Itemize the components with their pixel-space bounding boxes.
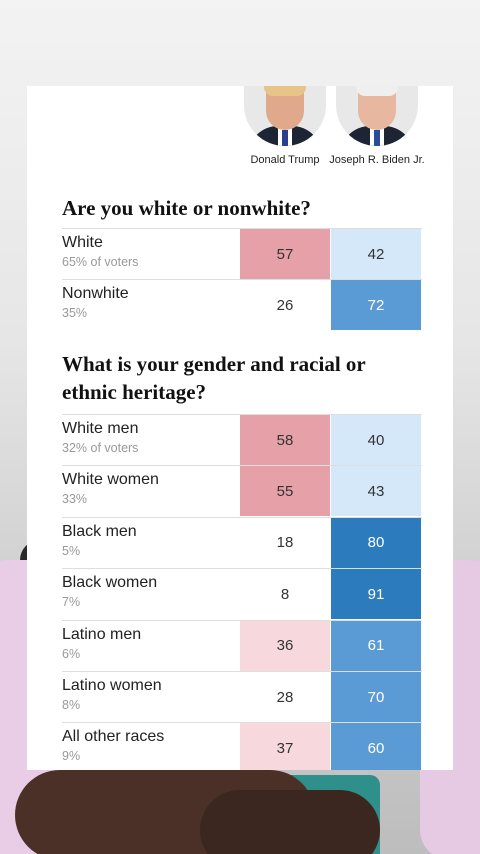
row-share: 7% xyxy=(62,595,81,610)
table-row: Latino men 6% 36 61 xyxy=(62,619,422,672)
biden-photo xyxy=(336,86,418,146)
biden-value-cell: 42 xyxy=(331,229,421,279)
row-share: 9% xyxy=(62,749,81,764)
question-heading: What is your gender and racial or ethnic… xyxy=(62,352,366,404)
row-share: 5% xyxy=(62,543,81,558)
candidate-trump: Donald Trump xyxy=(230,86,340,166)
biden-value-cell: 61 xyxy=(331,620,421,671)
row-label: Black women xyxy=(62,574,158,592)
biden-value-cell: 80 xyxy=(331,517,421,568)
trump-value-cell: 57 xyxy=(240,229,330,279)
table-row: Latino women 8% 28 70 xyxy=(62,671,422,723)
row-label: White men xyxy=(62,420,139,437)
biden-value-cell: 70 xyxy=(331,672,421,722)
row-label: Latino women xyxy=(62,677,162,694)
biden-value-cell: 91 xyxy=(331,569,421,620)
biden-value-cell: 72 xyxy=(331,280,421,331)
trump-value-cell: 37 xyxy=(240,723,330,770)
trump-value-cell: 18 xyxy=(240,517,330,568)
candidate-name-biden: Joseph R. Biden Jr. xyxy=(329,154,425,166)
biden-value-cell: 43 xyxy=(331,466,421,517)
trump-value-cell: 28 xyxy=(240,672,330,722)
trump-photo xyxy=(244,86,326,146)
trump-value-cell: 58 xyxy=(240,415,330,465)
candidate-name-trump: Donald Trump xyxy=(250,154,320,166)
row-share: 8% xyxy=(62,698,81,712)
exit-poll-card: Donald Trump Joseph R. Biden Jr. Are you… xyxy=(27,86,453,770)
table-row: All other races 9% 37 60 xyxy=(62,722,422,770)
table-row: Black women 7% 8 91 xyxy=(62,568,422,620)
row-share: 6% xyxy=(62,646,81,661)
biden-value-cell: 40 xyxy=(331,415,421,465)
row-share: 33% xyxy=(62,492,88,507)
biden-value-cell: 60 xyxy=(331,723,421,770)
trump-value-cell: 36 xyxy=(240,620,330,671)
row-share: 65% of voters xyxy=(62,255,139,269)
row-label: Nonwhite xyxy=(62,285,129,303)
question-heading: Are you white or nonwhite? xyxy=(62,196,311,220)
table-row: Nonwhite 35% 26 72 xyxy=(62,279,422,331)
table-row: White men 32% of voters 58 40 xyxy=(62,414,422,466)
trump-value-cell: 55 xyxy=(240,466,330,517)
trump-value-cell: 26 xyxy=(240,280,330,331)
row-share: 35% xyxy=(62,306,88,321)
table-row: White women 33% 55 43 xyxy=(62,465,422,517)
row-label: Black men xyxy=(62,522,137,540)
candidate-biden: Joseph R. Biden Jr. xyxy=(322,86,432,166)
background-hand-right xyxy=(200,790,380,854)
row-label: All other races xyxy=(62,728,165,746)
trump-value-cell: 8 xyxy=(240,569,330,620)
row-share: 32% of voters xyxy=(62,441,139,455)
table-row: Black men 5% 18 80 xyxy=(62,516,422,569)
row-label: White xyxy=(62,234,103,251)
row-label: White women xyxy=(62,471,159,489)
table-row: White 65% of voters 57 42 xyxy=(62,228,422,280)
row-label: Latino men xyxy=(62,625,142,643)
